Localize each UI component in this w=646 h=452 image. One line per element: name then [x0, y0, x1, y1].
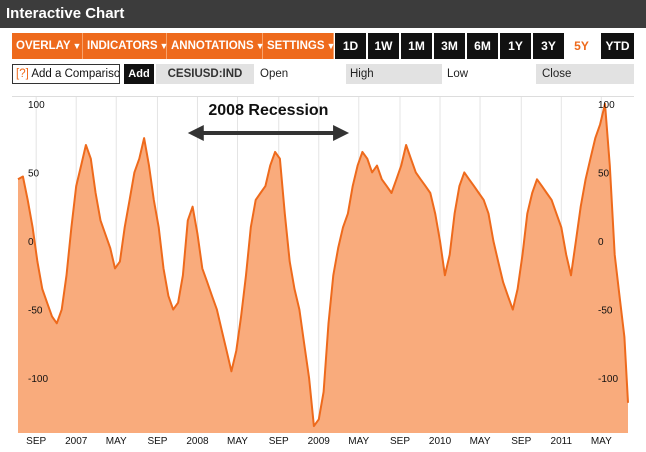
series-area — [18, 103, 628, 434]
open-label: Open — [260, 68, 289, 80]
help-icon[interactable]: [?] — [16, 68, 29, 80]
annotations-menu-button[interactable]: ANNOTATIONS ▼ — [167, 33, 265, 59]
comparison-input[interactable]: [?] Add a Comparison — [12, 64, 120, 84]
x-tick-label: MAY — [591, 436, 612, 447]
y-tick-label-left: 100 — [28, 100, 45, 111]
overlay-menu-button[interactable]: OVERLAY ▼ — [12, 33, 83, 59]
y-tick-label-left: 0 — [28, 237, 34, 248]
y-tick-label-right: -100 — [598, 374, 618, 385]
add-comparison-button[interactable]: Add — [124, 64, 154, 84]
y-tick-label-right: 50 — [598, 168, 610, 179]
x-tick-label: SEP — [390, 436, 410, 447]
x-tick-label: 2011 — [551, 436, 573, 447]
y-tick-label-right: 100 — [598, 100, 615, 111]
annotation-label: 2008 Recession — [208, 102, 328, 119]
annotation-arrow-right — [333, 125, 350, 141]
y-tick-label-right: -50 — [598, 306, 613, 317]
chevron-down-icon: ▼ — [159, 41, 169, 51]
overlay-menu-label: OVERLAY — [16, 40, 71, 52]
x-tick-label: SEP — [26, 436, 46, 447]
x-tick-label: 2008 — [186, 436, 209, 447]
range-6m-button[interactable]: 6M — [467, 33, 498, 59]
indicators-menu-label: INDICATORS — [87, 40, 158, 52]
chevron-down-icon: ▼ — [326, 41, 336, 51]
range-3y-button[interactable]: 3Y — [533, 33, 564, 59]
x-tick-label: 2009 — [308, 436, 331, 447]
range-1w-button[interactable]: 1W — [368, 33, 399, 59]
chevron-down-icon: ▼ — [72, 41, 82, 51]
comparison-placeholder: Add a Comparison — [31, 68, 120, 80]
price-chart[interactable]: 100 100 50 50 0 0 -50 -50 -100 -100 SEP 2007 MAY SEP 2… — [12, 97, 634, 449]
range-1m-button[interactable]: 1M — [401, 33, 432, 59]
x-tick-label: MAY — [106, 436, 127, 447]
x-tick-label: 2007 — [65, 436, 88, 447]
chart-toolbar: OVERLAY ▼ INDICATORS ▼ ANNOTATIONS ▼ SETTIN… — [12, 33, 634, 59]
settings-menu-button[interactable]: SETTINGS ▼ — [263, 33, 336, 59]
annotations-menu-label: ANNOTATIONS — [171, 40, 254, 52]
x-tick-label: MAY — [470, 436, 491, 447]
x-tick-label: MAY — [348, 436, 369, 447]
x-tick-label: 2010 — [429, 436, 452, 447]
y-tick-label-right: 0 — [598, 237, 604, 248]
close-label: Close — [536, 64, 634, 84]
range-3m-button[interactable]: 3M — [434, 33, 465, 59]
range-ytd-button[interactable]: YTD — [601, 33, 634, 59]
x-tick-label: SEP — [511, 436, 531, 447]
series-line — [17, 102, 629, 428]
y-tick-label-left: -50 — [28, 306, 43, 317]
y-tick-label-left: -100 — [28, 374, 48, 385]
range-1d-button[interactable]: 1D — [335, 33, 366, 59]
x-tick-label: MAY — [227, 436, 248, 447]
range-1y-button[interactable]: 1Y — [500, 33, 531, 59]
chart-area[interactable]: 100 100 50 50 0 0 -50 -50 -100 -100 SEP 2007 MAY SEP 2… — [12, 96, 634, 449]
high-label: High — [346, 64, 442, 84]
indicators-menu-button[interactable]: INDICATORS ▼ — [83, 33, 169, 59]
settings-menu-label: SETTINGS — [267, 40, 325, 52]
ticker-symbol: CESIUSD:IND — [156, 64, 254, 84]
chevron-down-icon: ▼ — [255, 41, 265, 51]
y-tick-label-left: 50 — [28, 168, 40, 179]
range-5y-button[interactable]: 5Y — [566, 33, 597, 59]
x-tick-label: SEP — [147, 436, 167, 447]
low-label: Low — [447, 68, 469, 80]
annotation-arrow-left — [187, 125, 204, 141]
window-title: Interactive Chart — [0, 0, 646, 28]
comparison-row: [?] Add a Comparison Add CESIUSD:IND Ope… — [12, 64, 634, 84]
x-tick-label: SEP — [269, 436, 289, 447]
